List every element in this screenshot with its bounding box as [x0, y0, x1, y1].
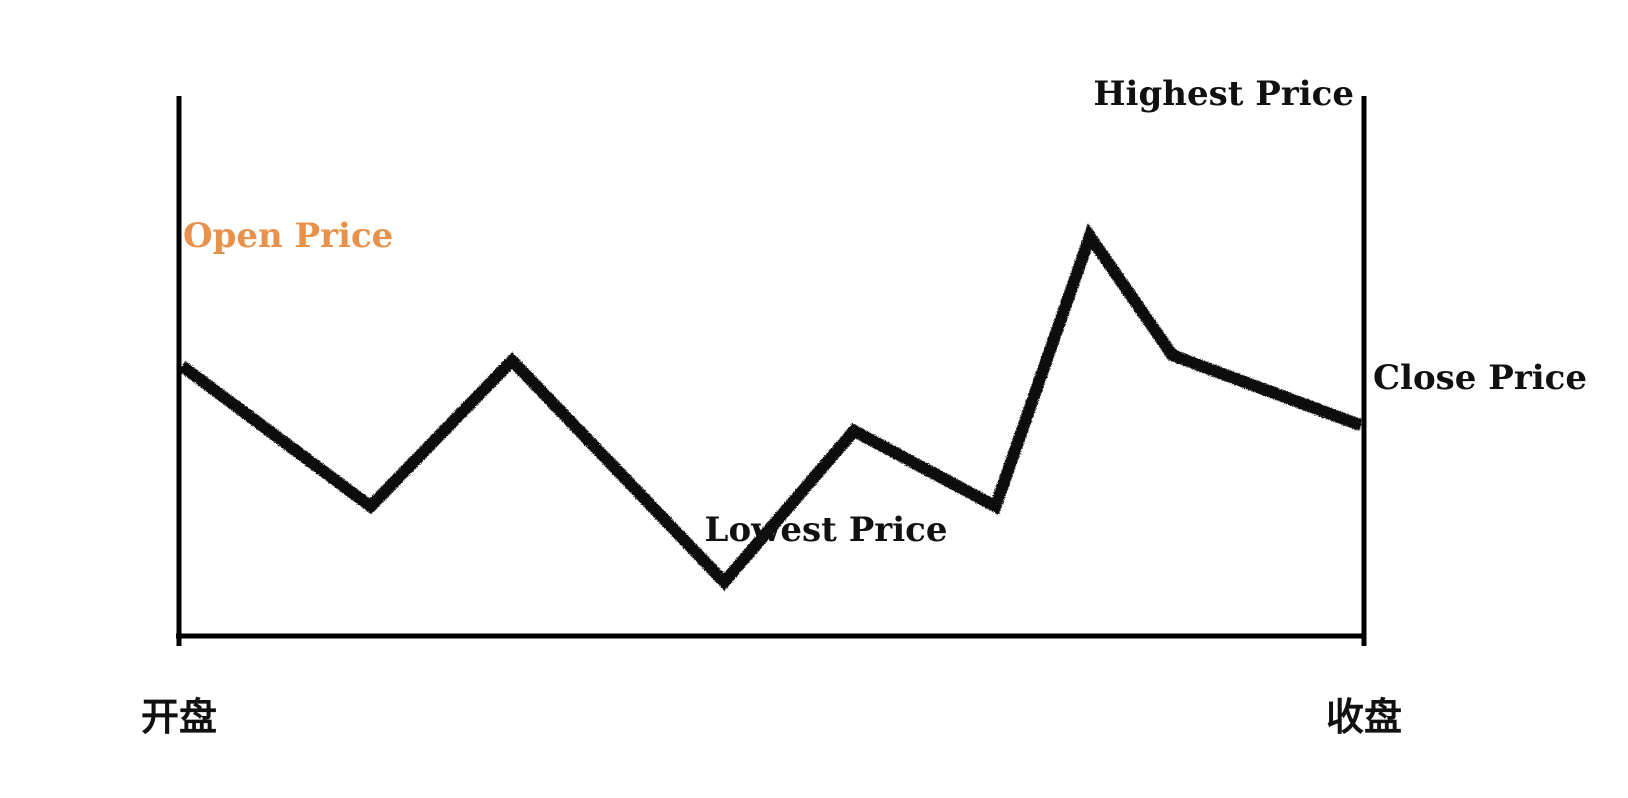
lowest-price-label: Lowest Price [705, 510, 948, 550]
highest-price-label: Highest Price [1093, 74, 1354, 114]
close-price-label: Close Price [1373, 358, 1587, 398]
open-price-label: Open Price [183, 216, 393, 256]
axis-end-label: 收盘 [1326, 695, 1402, 739]
price-path-line [178, 223, 1364, 591]
axis-start-label: 开盘 [141, 695, 217, 739]
